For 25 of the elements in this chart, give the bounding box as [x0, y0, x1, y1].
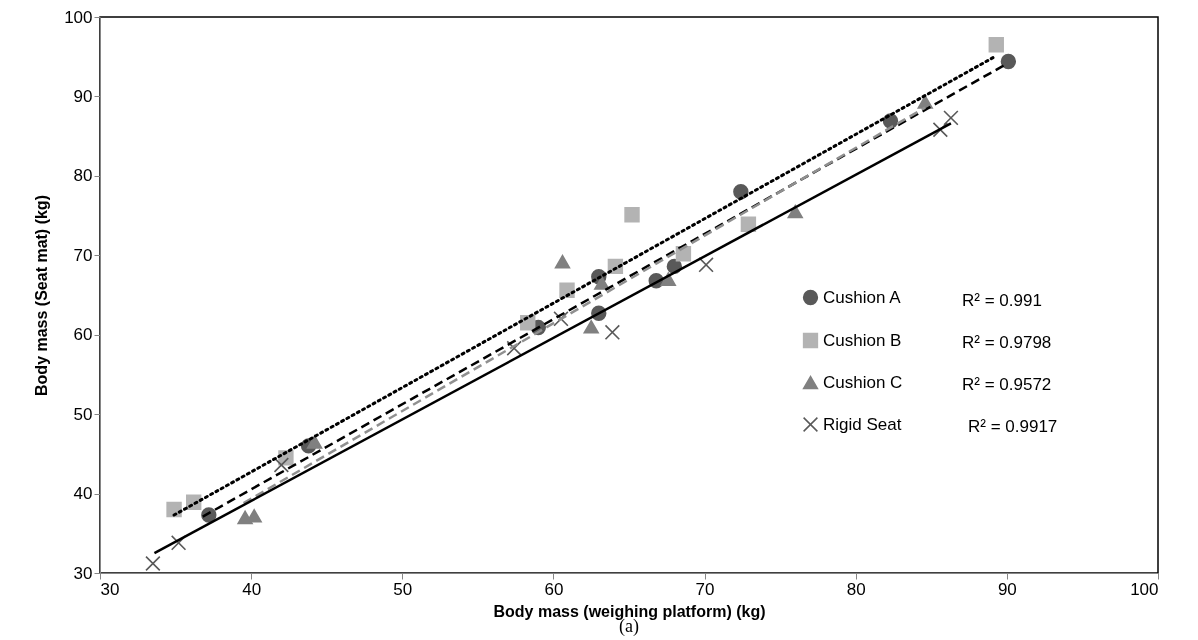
- x-tick-label: 100: [1130, 579, 1159, 599]
- legend-label: Cushion C: [823, 372, 903, 392]
- legend-label: Cushion A: [823, 287, 902, 307]
- y-tick-label: 30: [73, 563, 93, 583]
- x-tick-label: 30: [100, 579, 120, 599]
- y-tick-label: 60: [73, 325, 93, 345]
- legend-label: Rigid Seat: [823, 414, 902, 434]
- x-tick-label: 50: [393, 579, 413, 599]
- annotation: R² = 0.991: [962, 291, 1042, 310]
- y-tick-label: 50: [73, 404, 93, 424]
- annotation: R² = 0.9917: [968, 417, 1058, 436]
- y-tick-label: 90: [73, 86, 93, 106]
- x-tick-label: 60: [544, 579, 564, 599]
- annotation: R² = 0.9798: [962, 333, 1052, 352]
- y-tick-label: 70: [73, 245, 93, 265]
- y-tick-label: 100: [64, 7, 93, 27]
- legend-label: Cushion B: [823, 330, 902, 350]
- x-tick-label: 70: [695, 579, 715, 599]
- y-axis-title: Body mass (Seat mat) (kg): [33, 195, 51, 396]
- y-tick-label: 40: [73, 484, 93, 504]
- y-tick-label: 80: [73, 166, 93, 186]
- x-tick-label: 40: [242, 579, 262, 599]
- annotation: R² = 0.9572: [962, 375, 1052, 394]
- x-tick-label: 80: [846, 579, 866, 599]
- x-tick-label: 90: [997, 579, 1017, 599]
